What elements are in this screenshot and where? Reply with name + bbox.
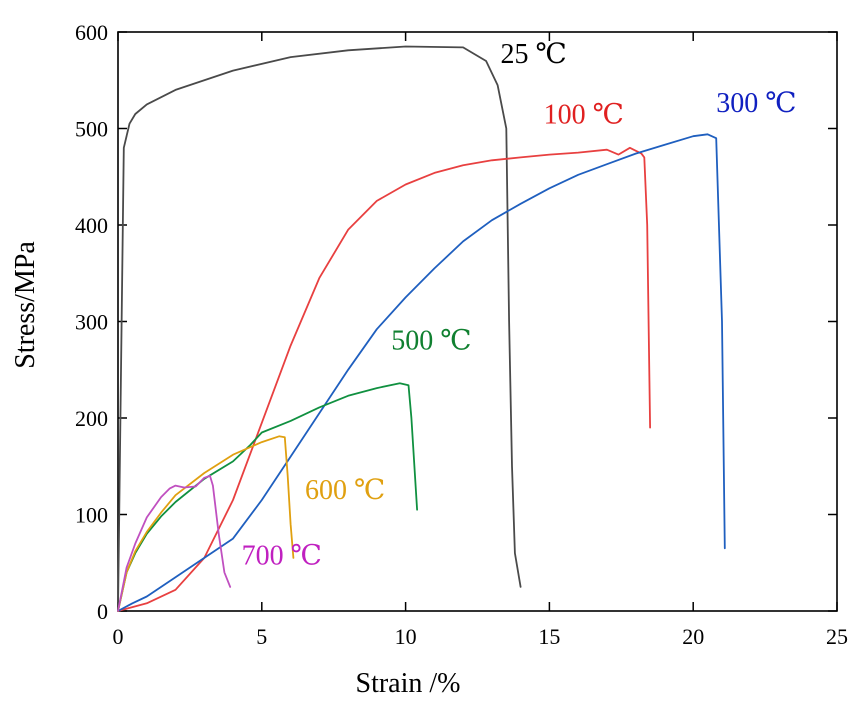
series-line-25 <box>117 45 522 612</box>
series-label: 25 ℃ <box>501 39 567 70</box>
y-tick-label: 200 <box>75 406 108 431</box>
x-tick-label: 0 <box>113 624 124 649</box>
y-tick-label: 600 <box>75 20 108 45</box>
series-label: 700 ℃ <box>242 541 322 572</box>
annotation-layer: 25 ℃ 100 ℃ 300 ℃ 500 ℃ 600 ℃ 700 ℃ <box>242 39 797 572</box>
x-axis-title: Strain /% <box>356 668 461 698</box>
y-tick-label: 300 <box>75 310 108 335</box>
series-layer <box>117 45 726 612</box>
series-line-300 <box>117 133 726 612</box>
x-tick-label: 20 <box>682 624 704 649</box>
x-tick-label: 10 <box>395 624 417 649</box>
y-tick-label: 100 <box>75 503 108 528</box>
axis-ticks: 0 5 10 15 20 25 0 100 200 300 400 500 600 <box>75 20 848 649</box>
y-axis-title: Stress/MPa <box>10 241 41 369</box>
series-line-500 <box>117 382 419 612</box>
series-line-700 <box>117 474 232 612</box>
x-tick-label: 25 <box>826 624 848 649</box>
series-label: 500 ℃ <box>391 325 471 356</box>
series-label: 600 ℃ <box>305 475 385 506</box>
y-tick-label: 500 <box>75 117 108 142</box>
y-tick-label: 400 <box>75 213 108 238</box>
y-tick-label: 0 <box>97 599 108 624</box>
series-line-100 <box>117 146 651 612</box>
x-tick-label: 15 <box>538 624 560 649</box>
series-line-600 <box>117 435 295 612</box>
x-tick-label: 5 <box>256 624 267 649</box>
series-label: 100 ℃ <box>544 100 624 131</box>
series-label: 300 ℃ <box>716 88 796 119</box>
